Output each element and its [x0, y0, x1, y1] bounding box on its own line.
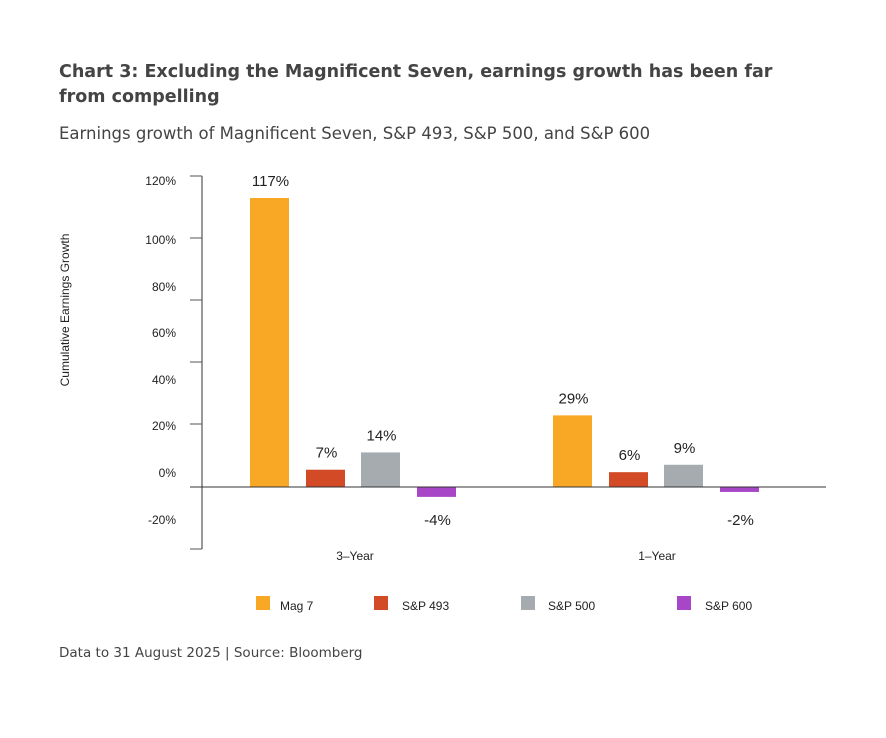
x-category-label: 1–Year: [638, 549, 676, 563]
y-tick-label: 80%: [152, 280, 176, 294]
bar-s-p-493: [306, 469, 345, 487]
data-label: 9%: [674, 440, 696, 457]
bar-s-p-500: [664, 464, 703, 487]
legend-label: S&P 500: [548, 599, 595, 613]
y-tick-label: 60%: [152, 326, 176, 340]
legend-label: S&P 600: [705, 599, 752, 613]
chart-title: Chart 3: Excluding the Magnificent Seven…: [59, 62, 773, 107]
x-category-label: 3–Year: [336, 549, 374, 563]
legend-swatch: [374, 596, 388, 610]
data-label: 14%: [366, 427, 396, 444]
bar-s-p-600: [720, 487, 759, 492]
data-label: 29%: [558, 390, 588, 407]
data-label: -2%: [727, 512, 754, 529]
data-label: 117%: [252, 173, 289, 190]
bar-mag-7: [250, 198, 289, 487]
y-axis-title: Cumulative Earnings Growth: [58, 234, 72, 387]
data-label: 6%: [619, 447, 641, 464]
bar-s-p-500: [361, 452, 400, 487]
source-footer: Data to 31 August 2025 | Source: Bloombe…: [59, 645, 363, 661]
bar-s-p-493: [609, 472, 648, 487]
legend-swatch: [256, 596, 270, 610]
y-tick-label: 20%: [152, 419, 176, 433]
y-tick-label: 120%: [145, 174, 176, 188]
chart-subtitle: Earnings growth of Magnificent Seven, S&…: [59, 124, 651, 143]
y-tick-label: 100%: [145, 233, 176, 247]
legend-label: S&P 493: [402, 599, 449, 613]
y-tick-label: -20%: [148, 513, 176, 527]
legend-label: Mag 7: [280, 599, 314, 613]
bar-mag-7: [553, 415, 592, 487]
y-tick-label: 0%: [159, 466, 177, 480]
data-label: 7%: [316, 445, 338, 462]
data-label: -4%: [424, 512, 451, 529]
legend-swatch: [677, 596, 691, 610]
legend-swatch: [521, 596, 535, 610]
y-tick-label: 40%: [152, 373, 176, 387]
bar-s-p-600: [417, 487, 456, 497]
